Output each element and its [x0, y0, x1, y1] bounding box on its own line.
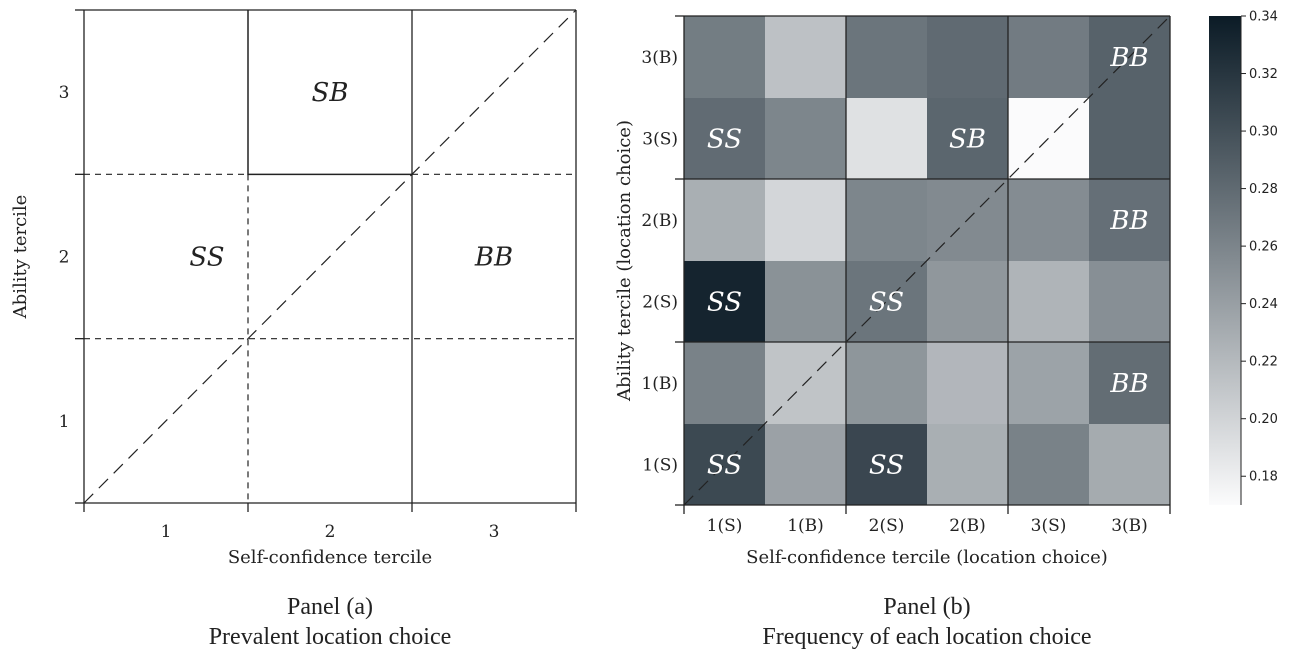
- heatmap-cell: [927, 342, 1009, 424]
- colorbar-tick-label: 0.32: [1249, 67, 1278, 82]
- heatmap-cell: [846, 179, 928, 261]
- panel-a-y-tick-label: 1: [59, 412, 70, 432]
- heatmap-cell-label: SB: [949, 124, 986, 154]
- heatmap-diagonal: [683, 15, 1171, 506]
- heatmap-cell: [846, 423, 928, 506]
- heatmap-cell-label: SS: [707, 124, 742, 154]
- heatmap-cell: [1089, 260, 1171, 343]
- heatmap-cell: [927, 260, 1009, 343]
- panel-a-y-axis-label: Ability tercile: [10, 195, 31, 320]
- colorbar-tick-label: 0.34: [1249, 10, 1278, 25]
- heatmap-y-tick-label: 1(B): [641, 374, 678, 394]
- heatmap-cell: [1089, 97, 1171, 180]
- heatmap-x-tick-label: 1(S): [707, 516, 743, 536]
- heatmap-cell-label: SS: [869, 287, 904, 317]
- heatmap-cell: [1008, 260, 1090, 343]
- heatmap-cell: [765, 260, 847, 343]
- heatmap-x-tick-label: 1(B): [787, 516, 824, 536]
- heatmap-x-axis-label: Self-confidence tercile (location choice…: [746, 547, 1108, 568]
- heatmap-cell-label: SS: [707, 287, 742, 317]
- heatmap-y-tick-label: 1(S): [642, 455, 678, 475]
- colorbar-tick-label: 0.26: [1249, 240, 1278, 255]
- heatmap-cell: [684, 342, 766, 424]
- heatmap-cell: [1008, 342, 1090, 424]
- heatmap-y-axis-label: Ability tercile (location choice): [614, 120, 635, 402]
- panel-a-x-tick-label: 2: [325, 522, 336, 542]
- panel-a-y-tick-label: 2: [59, 248, 70, 268]
- colorbar-tick-label: 0.28: [1249, 182, 1278, 197]
- panel-a-region-label-sb: SB: [312, 78, 349, 108]
- heatmap-x-tick-label: 2(S): [869, 516, 905, 536]
- heatmap-cell: [1089, 179, 1171, 261]
- heatmap-cell: [927, 97, 1009, 180]
- heatmap-cell-label: BB: [1109, 43, 1148, 73]
- panel-a-x-axis-label: Self-confidence tercile: [228, 547, 432, 568]
- panel-a-region-label-bb: BB: [474, 243, 513, 273]
- panel-a-diagonal: [83, 9, 577, 504]
- panel-a-diagram: 1 2 3 1 2 3 Self-confidence tercile Ability ter…: [10, 9, 577, 568]
- panel-b-subtitle: Frequency of each location choice: [762, 624, 1092, 650]
- heatmap-y-tick-label: 3(S): [642, 129, 678, 149]
- panel-a-sb-border: [247, 10, 412, 176]
- colorbar-tick-label: 0.22: [1249, 355, 1278, 370]
- colorbar-bar: [1209, 16, 1241, 505]
- heatmap-cell: [684, 16, 766, 98]
- heatmap-cell-label: SS: [869, 450, 904, 480]
- panel-a-title: Panel (a): [287, 594, 373, 620]
- heatmap-cell: [1008, 16, 1090, 98]
- heatmap-x-tick-label: 3(B): [1111, 516, 1148, 536]
- heatmap-cell-label: BB: [1109, 369, 1148, 399]
- figure: 1 2 3 1 2 3 Self-confidence tercile Ability ter…: [10, 9, 1278, 568]
- panel-a-x-tick-label: 3: [489, 522, 500, 542]
- panel-b-caption: Panel (b) Frequency of each location cho…: [684, 592, 1170, 652]
- heatmap-cell: [927, 16, 1009, 98]
- heatmap-cell: [684, 260, 766, 343]
- colorbar-tick-label: 0.30: [1249, 125, 1278, 140]
- panel-b-title: Panel (b): [883, 594, 971, 620]
- heatmap-cell: [846, 16, 928, 98]
- panel-a-x-tick-label: 1: [161, 522, 172, 542]
- heatmap-cell: [1089, 342, 1171, 424]
- heatmap-y-tick-label: 2(B): [641, 211, 678, 231]
- panel-a-y-tick-label: 3: [59, 83, 70, 103]
- heatmap-cell: [765, 423, 847, 506]
- colorbar-tick-label: 0.20: [1249, 412, 1278, 427]
- heatmap-cell: [927, 423, 1009, 506]
- heatmap-x-tick-label: 2(B): [949, 516, 986, 536]
- heatmap-x-tick-label: 3(S): [1031, 516, 1067, 536]
- heatmap-cell: [684, 179, 766, 261]
- panel-a-subtitle: Prevalent location choice: [208, 624, 452, 650]
- heatmap-cell: [846, 342, 928, 424]
- heatmap-cell: [765, 179, 847, 261]
- heatmap-cell: [846, 97, 928, 180]
- panel-a-region-label-ss: SS: [189, 243, 224, 273]
- heatmap-cell: [765, 16, 847, 98]
- heatmap-y-tick-label: 2(S): [642, 292, 678, 312]
- heatmap-cell: [1008, 423, 1090, 506]
- heatmap-cell: [1089, 423, 1171, 506]
- panel-a-caption: Panel (a) Prevalent location choice: [84, 592, 576, 652]
- colorbar: 0.18 0.20 0.22 0.24 0.26 0.28 0.30 0.32 0.34: [1209, 10, 1278, 505]
- heatmap-cell: [765, 97, 847, 180]
- panel-b-heatmap: 1(S) 1(B) 2(S) 2(B) 3(S) 3(B) 1(S) 1(B) 2(S) 2(B)…: [614, 15, 1171, 568]
- heatmap-cell: [684, 97, 766, 180]
- heatmap-y-tick-label: 3(B): [641, 48, 678, 68]
- colorbar-tick-label: 0.18: [1249, 470, 1278, 485]
- heatmap-cell-label: BB: [1109, 206, 1148, 236]
- heatmap-cell: [1008, 179, 1090, 261]
- heatmap-cell-label: SS: [707, 450, 742, 480]
- colorbar-tick-label: 0.24: [1249, 297, 1278, 312]
